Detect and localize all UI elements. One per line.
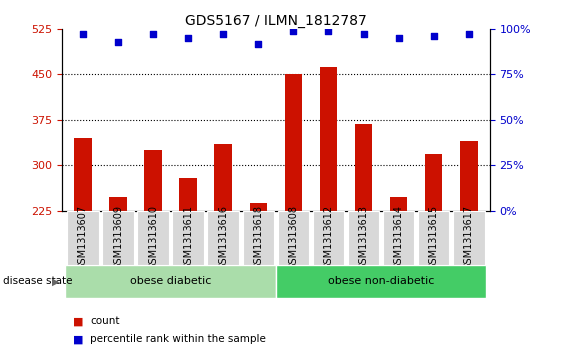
FancyBboxPatch shape	[65, 265, 276, 298]
Text: obese diabetic: obese diabetic	[130, 276, 211, 286]
Point	[149, 32, 158, 37]
Text: GSM1313611: GSM1313611	[183, 205, 193, 270]
Text: obese non-diabetic: obese non-diabetic	[328, 276, 434, 286]
Text: GSM1313607: GSM1313607	[78, 205, 88, 270]
FancyBboxPatch shape	[208, 211, 239, 265]
Bar	[425, 154, 443, 211]
Text: disease state: disease state	[3, 276, 72, 286]
Bar	[285, 74, 302, 211]
Text: ■: ■	[73, 334, 84, 344]
FancyBboxPatch shape	[67, 211, 99, 265]
Text: GSM1313610: GSM1313610	[148, 205, 158, 270]
Text: GSM1313615: GSM1313615	[428, 205, 439, 270]
Point	[184, 35, 193, 41]
Point	[324, 28, 333, 34]
Bar	[355, 124, 372, 211]
Bar	[460, 141, 477, 211]
FancyBboxPatch shape	[453, 211, 485, 265]
FancyBboxPatch shape	[383, 211, 414, 265]
FancyBboxPatch shape	[137, 211, 169, 265]
Text: GSM1313617: GSM1313617	[464, 205, 474, 270]
Bar	[144, 150, 162, 211]
Text: percentile rank within the sample: percentile rank within the sample	[90, 334, 266, 344]
FancyBboxPatch shape	[276, 265, 486, 298]
Point	[429, 33, 438, 39]
FancyBboxPatch shape	[172, 211, 204, 265]
Text: GSM1313612: GSM1313612	[324, 205, 333, 270]
Text: GSM1313608: GSM1313608	[288, 205, 298, 270]
Text: GSM1313614: GSM1313614	[394, 205, 404, 270]
Title: GDS5167 / ILMN_1812787: GDS5167 / ILMN_1812787	[185, 14, 367, 28]
Bar	[74, 138, 92, 211]
Text: ▶: ▶	[52, 276, 59, 286]
Bar	[320, 67, 337, 211]
Text: count: count	[90, 316, 119, 326]
Point	[219, 32, 228, 37]
Text: GSM1313616: GSM1313616	[218, 205, 228, 270]
Bar	[249, 203, 267, 211]
Point	[254, 41, 263, 46]
Point	[464, 32, 473, 37]
Bar	[215, 144, 232, 211]
Bar	[109, 197, 127, 211]
Point	[289, 28, 298, 34]
Text: GSM1313609: GSM1313609	[113, 205, 123, 270]
FancyBboxPatch shape	[418, 211, 449, 265]
Point	[114, 39, 123, 45]
Text: GSM1313618: GSM1313618	[253, 205, 263, 270]
Text: GSM1313613: GSM1313613	[359, 205, 369, 270]
FancyBboxPatch shape	[348, 211, 379, 265]
FancyBboxPatch shape	[312, 211, 344, 265]
FancyBboxPatch shape	[243, 211, 274, 265]
Bar	[390, 197, 408, 211]
FancyBboxPatch shape	[102, 211, 134, 265]
Bar	[180, 179, 197, 211]
Text: ■: ■	[73, 316, 84, 326]
Point	[359, 32, 368, 37]
FancyBboxPatch shape	[278, 211, 309, 265]
Point	[394, 35, 403, 41]
Point	[78, 32, 87, 37]
